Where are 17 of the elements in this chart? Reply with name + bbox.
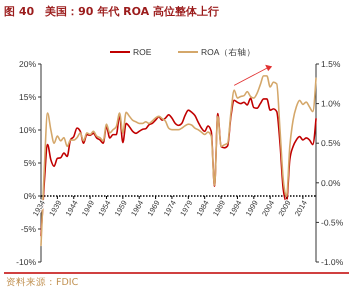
y-tick-label: 5% (24, 158, 36, 168)
y2-tick-label: 0.0% (321, 178, 341, 188)
y-tick-label: 0% (24, 190, 36, 201)
text: 资料来源：FDIC (6, 276, 79, 288)
legend-label: ROE (133, 46, 152, 57)
y2-tick-label: 0.5% (321, 138, 341, 148)
y-tick-label: 10% (18, 124, 36, 135)
y2-tick-label: -1.0% (321, 256, 344, 267)
y2-tick-label: 1.0% (321, 98, 341, 109)
legend-label: ROA（右轴） (201, 46, 256, 57)
chart-title: 图 40 美国：90 年代 ROA 高位整体上行 (4, 5, 219, 18)
y-tick-label: 15% (18, 92, 36, 102)
y-tick-label: 20% (18, 58, 36, 69)
y-tick-label: -5% (20, 224, 36, 234)
y2-tick-label: 1.5% (321, 58, 341, 69)
y-tick-label: -10% (16, 256, 36, 267)
y2-tick-label: -0.5% (321, 217, 344, 228)
